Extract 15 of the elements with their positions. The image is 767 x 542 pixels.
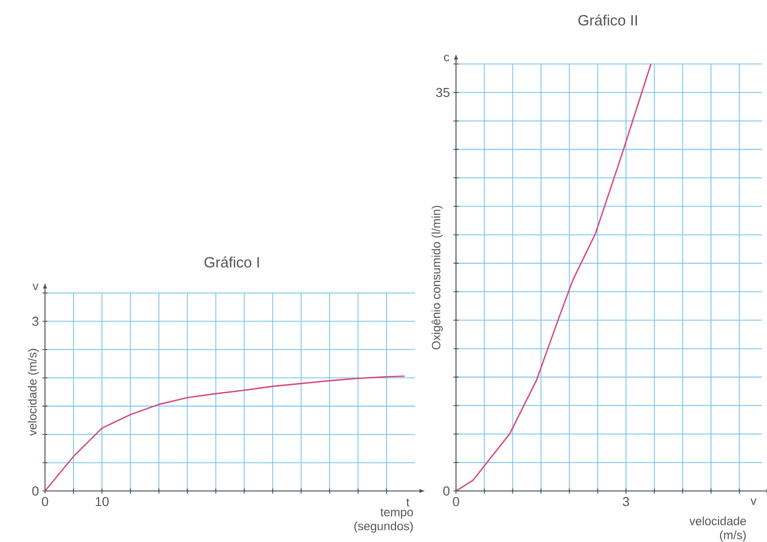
y-axis-title: velocidade (m/s) — [28, 348, 39, 436]
y-axis-title: Oxigênio consumido (l/min) — [432, 206, 443, 350]
text: v — [750, 498, 756, 505]
chart-title: Gráfico II — [578, 14, 637, 26]
x-axis-title: tempo (segundos) — [354, 508, 413, 533]
text: t — [406, 498, 410, 506]
chart-title: Gráfico I — [204, 256, 259, 268]
x-axis-title: velocidade (m/s) — [689, 516, 746, 542]
x-tick-label: 0 — [452, 497, 460, 506]
x-tick-label: 10 — [96, 497, 109, 506]
text: c — [444, 54, 450, 62]
y-tick-label: 35 — [436, 88, 450, 98]
text: v — [32, 284, 38, 290]
x-tick-label: 0 — [42, 497, 48, 506]
x-tick-label: 3 — [622, 497, 630, 506]
